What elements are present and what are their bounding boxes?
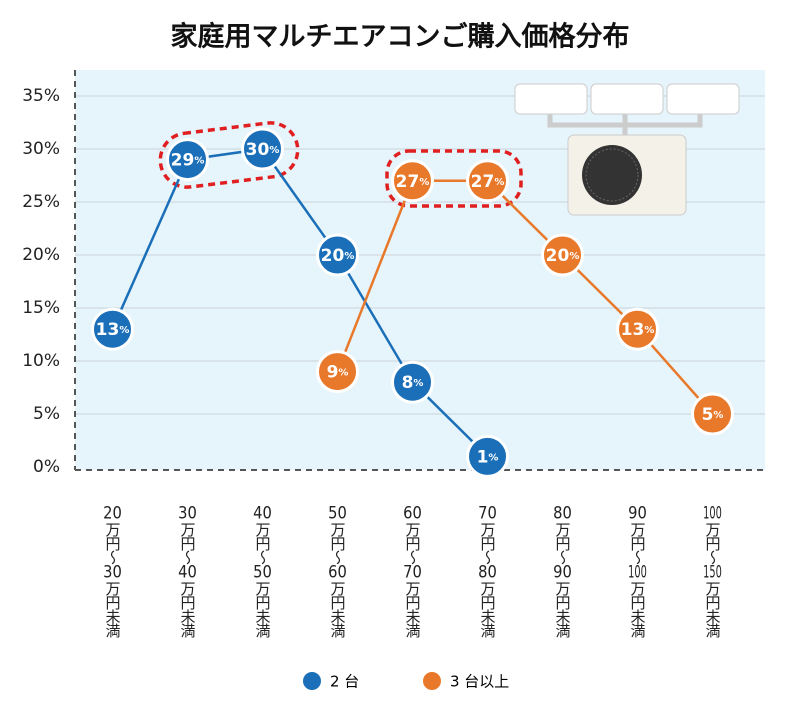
x-tick-label: 60万円〜70万円未満 [403, 505, 422, 637]
y-tick-label: 0% [33, 457, 60, 477]
data-point [391, 159, 434, 203]
y-tick-label: 5% [33, 404, 60, 424]
x-tick-label: 90万円〜100万円未満 [628, 505, 647, 637]
data-label: 9% [327, 363, 349, 383]
highlight [158, 121, 300, 189]
x-tick-label: 50万円〜60万円未満 [328, 505, 347, 637]
data-label: 5% [702, 405, 724, 425]
x-tick-label: 40万円〜50万円未満 [253, 505, 272, 637]
data-point [241, 127, 284, 171]
data-label: 8% [402, 373, 424, 393]
x-tick-label: 70万円〜80万円未満 [478, 505, 497, 637]
data-label: 13% [621, 320, 655, 340]
x-tick-label: 20万円〜30万円未満 [103, 505, 122, 637]
data-point [391, 360, 434, 404]
illustration [514, 83, 740, 216]
legend-label: 3 台以上 [450, 673, 509, 691]
x-tick-label: 100万円〜150万円未満 [703, 505, 722, 637]
x-tick-label: 30万円〜40万円未満 [178, 505, 197, 637]
plot-background [75, 70, 765, 470]
data-label: 27% [396, 172, 430, 192]
x-tick-label: 80万円〜90万円未満 [553, 505, 572, 637]
chart-title: 家庭用マルチエアコンご購入価格分布 [171, 21, 630, 53]
y-tick-label: 25% [22, 192, 60, 212]
legend-swatch [303, 672, 321, 690]
y-tick-label: 20% [22, 245, 60, 265]
data-point [616, 307, 659, 351]
data-label: 30% [246, 140, 280, 160]
y-tick-label: 30% [22, 139, 60, 159]
legend-label: 2 台 [330, 673, 359, 691]
data-point [541, 233, 584, 277]
y-tick-label: 15% [22, 298, 60, 318]
data-point [166, 138, 209, 182]
data-label: 20% [546, 246, 580, 266]
data-point [316, 350, 359, 394]
data-label: 29% [171, 151, 205, 171]
data-point [466, 159, 509, 203]
data-label: 13% [96, 320, 130, 340]
data-point [91, 307, 134, 351]
data-label: 1% [477, 447, 499, 467]
data-point [316, 233, 359, 277]
y-tick-label: 10% [22, 351, 60, 371]
data-point [466, 434, 509, 478]
data-point [691, 392, 734, 436]
data-label: 20% [321, 246, 355, 266]
y-tick-label: 35% [22, 86, 60, 106]
legend-swatch [423, 672, 441, 690]
data-label: 27% [471, 172, 505, 192]
